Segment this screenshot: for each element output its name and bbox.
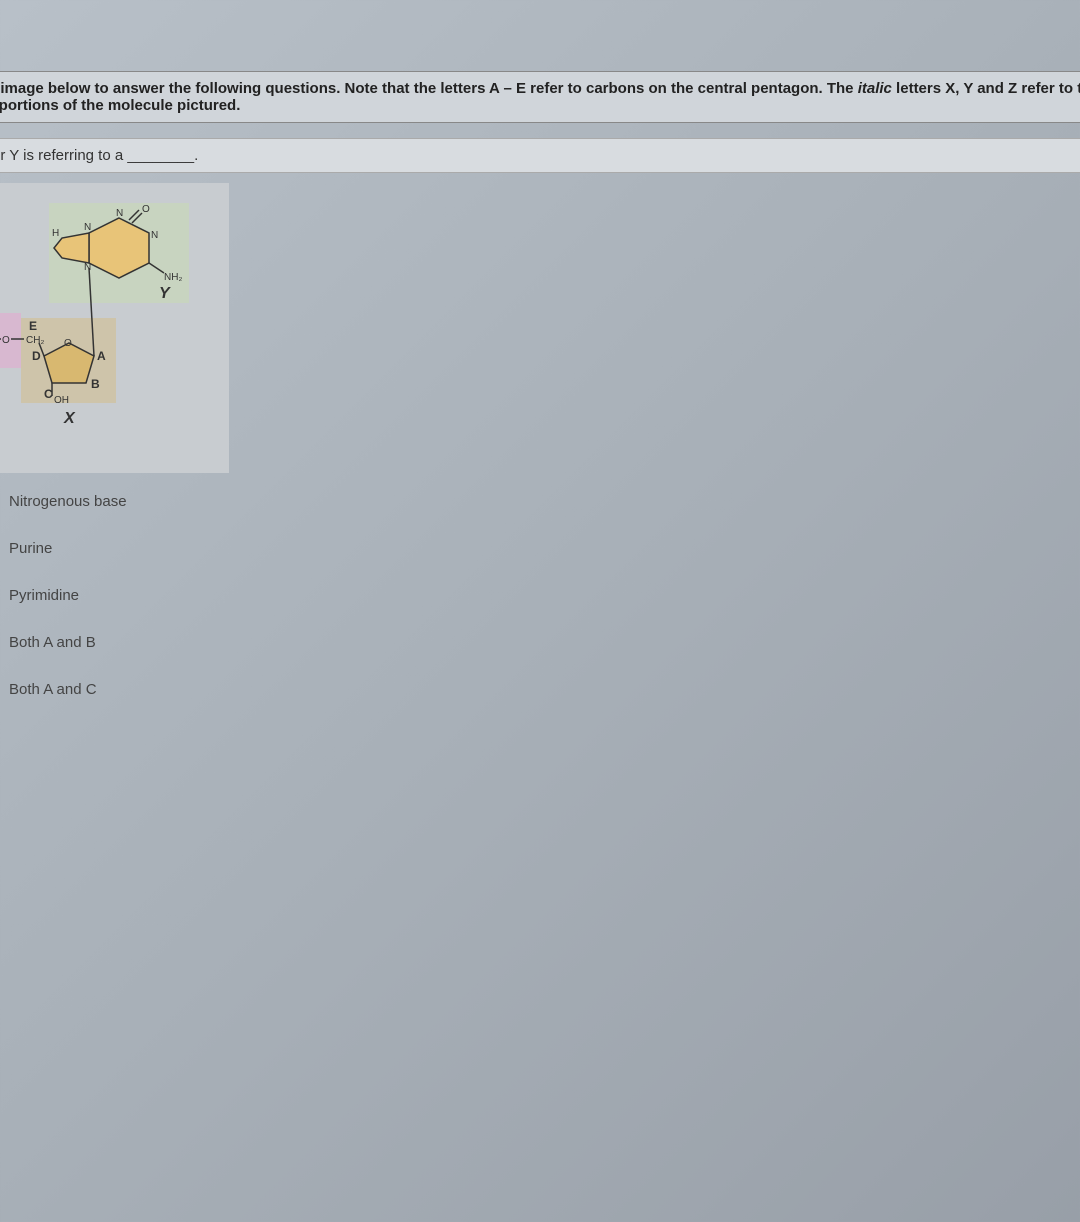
option-text-b: Purine: [9, 540, 52, 557]
molecule-diagram: N N N N O NH₂ H Y P O⁻ O: [0, 183, 229, 473]
label-y: Y: [159, 285, 171, 302]
label-b: B: [91, 377, 100, 391]
option-c[interactable]: c. Pyrimidine: [0, 587, 1080, 604]
option-text-a: Nitrogenous base: [9, 493, 127, 510]
label-a: A: [97, 349, 106, 363]
instruction-panel: Use the image below to answer the follow…: [0, 71, 1080, 123]
atom-n: N: [116, 208, 123, 219]
atom-o3: O: [2, 335, 10, 346]
option-text-c: Pyrimidine: [9, 587, 79, 604]
instruction-prefix: Use the image below to answer the follow…: [0, 80, 858, 97]
option-text-d: Both A and B: [9, 634, 96, 651]
atom-ch2: CH₂: [26, 335, 44, 346]
option-b[interactable]: b. Purine: [0, 540, 1080, 557]
atom-n3: N: [84, 222, 91, 233]
option-a[interactable]: a. Nitrogenous base: [0, 493, 1080, 510]
option-d[interactable]: d. Both A and B: [0, 634, 1080, 651]
atom-o: O: [142, 204, 150, 215]
instruction-italic: italic: [858, 80, 892, 97]
question-panel: The letter Y is referring to a ________.: [0, 138, 1080, 173]
option-e[interactable]: e. Both A and C: [0, 681, 1080, 698]
option-text-e: Both A and C: [9, 681, 97, 698]
label-e: E: [29, 319, 37, 333]
atom-oh: OH: [54, 395, 69, 406]
atom-n4: N: [84, 262, 91, 273]
atom-n2: N: [151, 230, 158, 241]
atom-nh2: NH₂: [164, 272, 182, 283]
options-list: a. Nitrogenous base b. Purine c. Pyrimid…: [0, 493, 1080, 698]
label-d: D: [32, 349, 41, 363]
question-text: The letter Y is referring to a ________.: [0, 147, 198, 164]
label-x: X: [63, 410, 76, 427]
nucleotide-svg: N N N N O NH₂ H Y P O⁻ O: [0, 198, 214, 458]
atom-o-ring: O: [64, 338, 72, 349]
atom-h: H: [52, 228, 59, 239]
